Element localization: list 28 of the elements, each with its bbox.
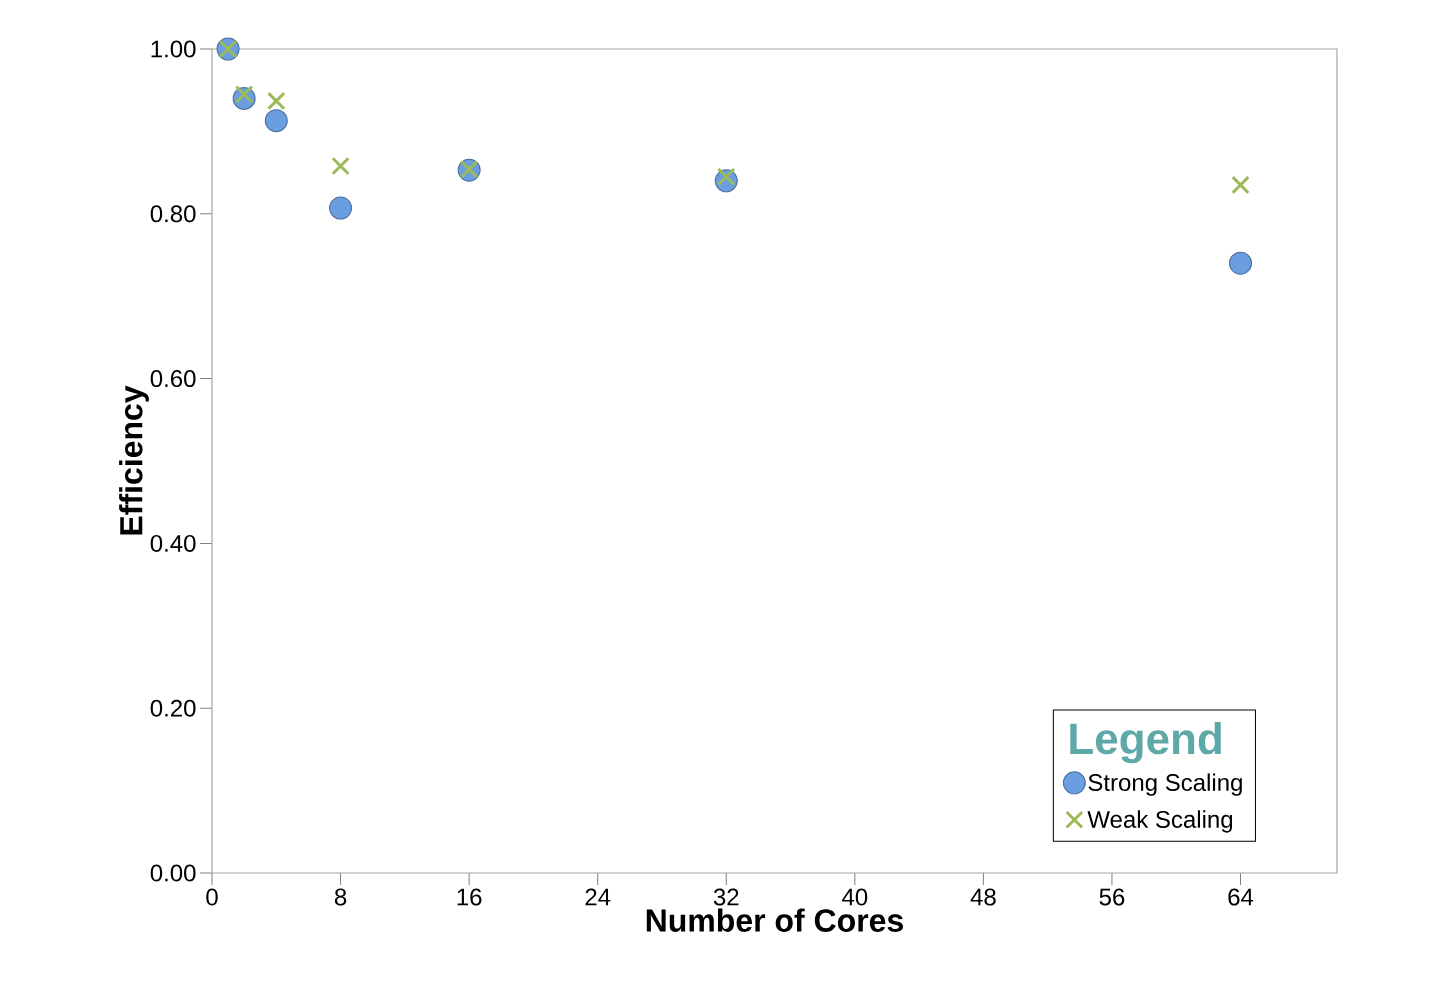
x-tick-label: 16 [457, 888, 482, 906]
x-tick-label: 56 [1099, 888, 1125, 906]
legend-label: Weak Scaling [1087, 810, 1233, 833]
point [331, 156, 350, 176]
legend-title: Legend [1070, 722, 1221, 764]
point [329, 196, 353, 220]
x-tick-label: 48 [970, 888, 996, 906]
y-tick-label: 0.40 [150, 534, 196, 552]
x-tick-label: 32 [713, 888, 739, 906]
y-axis-title: Efficiency [119, 385, 149, 535]
x-tick-label: 8 [334, 888, 347, 906]
x-tick-label: 0 [206, 888, 218, 906]
point [716, 167, 736, 186]
point [1231, 175, 1250, 195]
x-tick-label: 64 [1228, 888, 1254, 906]
y-tick-label: 0.20 [150, 699, 196, 717]
point [1229, 251, 1253, 275]
y-tick-label: 0.80 [150, 205, 196, 223]
point [264, 109, 288, 133]
x-tick-label: 40 [842, 888, 868, 906]
x-axis-title: Number of Cores [646, 908, 903, 932]
point [267, 91, 286, 111]
x-tick-label: 24 [585, 888, 611, 906]
y-tick-label: 1.00 [151, 40, 196, 58]
legend-label: Strong Scaling [1088, 773, 1242, 796]
y-tick-label: 0.00 [150, 864, 196, 882]
y-tick-label: 0.60 [150, 370, 196, 388]
point [234, 85, 254, 104]
